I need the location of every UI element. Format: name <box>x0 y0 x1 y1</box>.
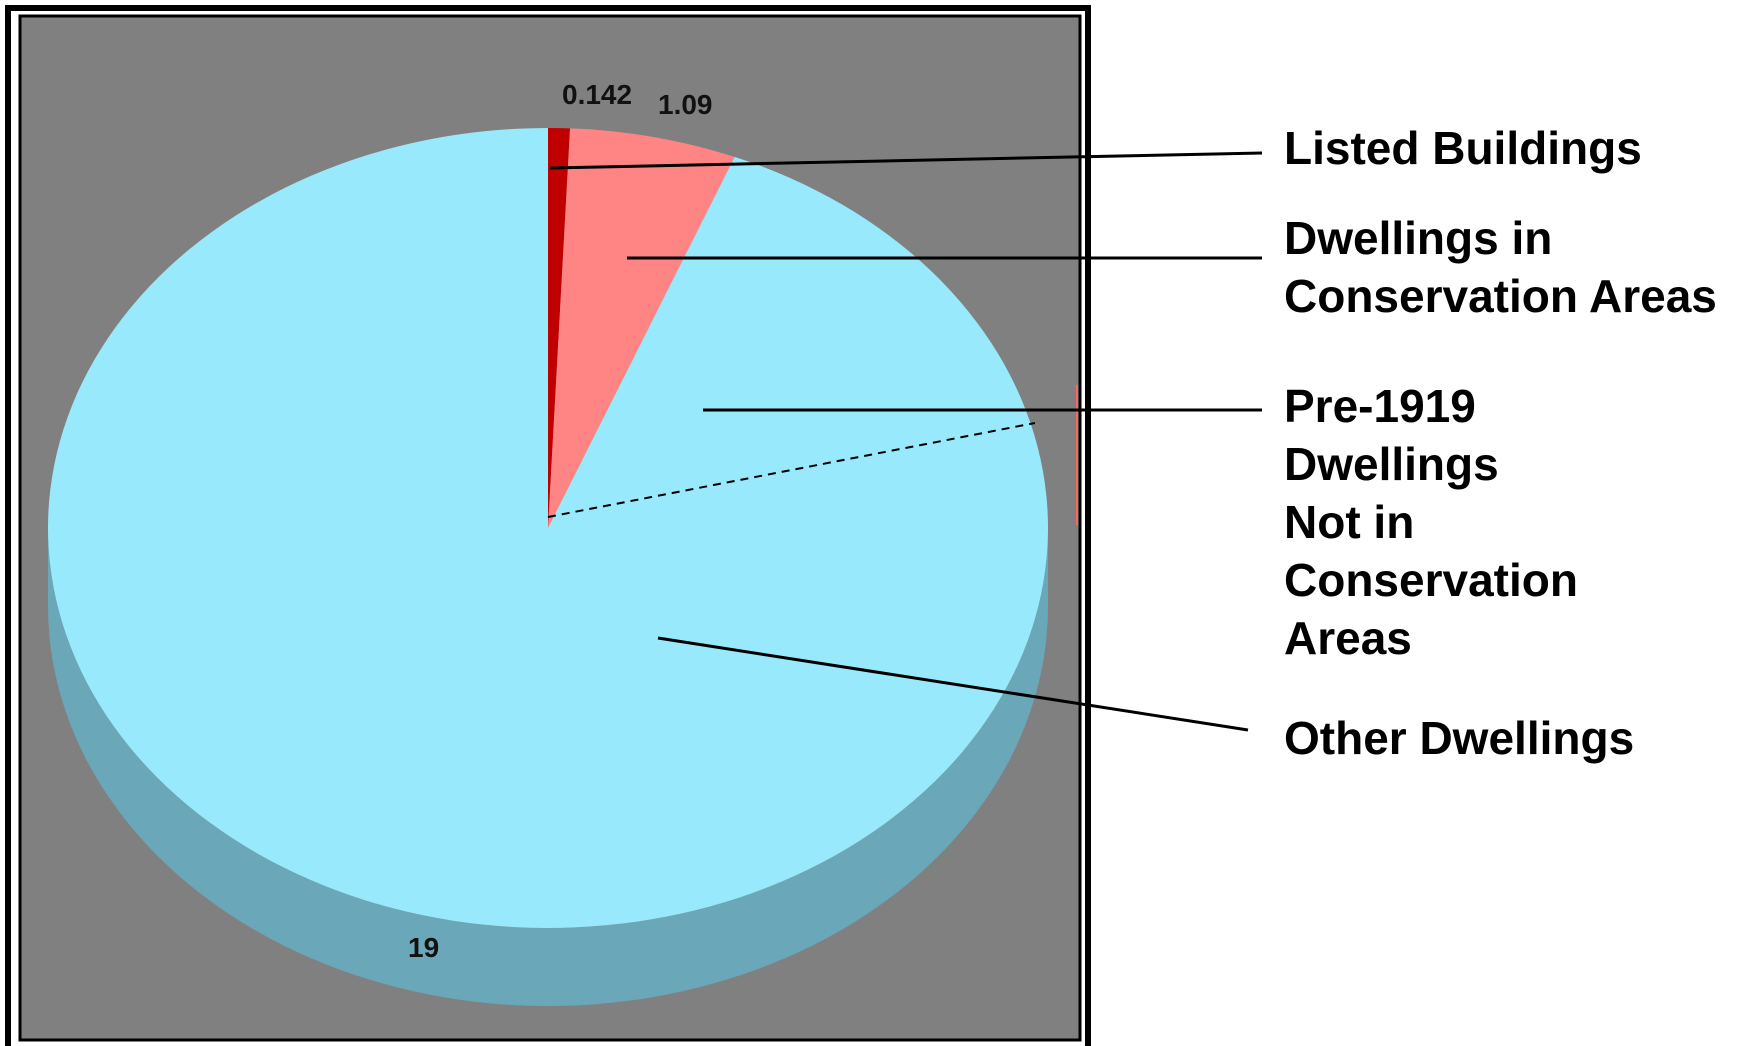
leader-line-other-dwellings <box>657 636 1249 732</box>
legend-line: Dwellings in <box>1284 212 1552 264</box>
pie-slice-dwellings-in-conservation-areas <box>548 128 735 528</box>
chart-frame-outer <box>5 5 1091 1046</box>
slice-label-other-dwellings: 19 <box>408 932 439 963</box>
legend-line: Conservation <box>1284 554 1578 606</box>
legend-other-dwellings: Other Dwellings <box>1284 712 1634 764</box>
legend-line: Other Dwellings <box>1284 712 1634 764</box>
legend-line: Not in <box>1284 496 1414 548</box>
slice-label-conservation-areas: 1.09 <box>658 89 713 120</box>
legend-line: Conservation Areas <box>1284 270 1717 322</box>
pre-1919-boundary-line <box>547 422 1036 518</box>
slice-label-listed-buildings: 0.142 <box>562 79 632 110</box>
pie-slice-listed-buildings <box>548 128 571 528</box>
legend-line: Listed Buildings <box>1284 122 1642 174</box>
legend-conservation-areas: Dwellings in Conservation Areas <box>1284 212 1717 322</box>
pie-slices <box>47 128 1048 928</box>
legend-line: Areas <box>1284 612 1412 664</box>
legend-line: Pre-1919 <box>1284 380 1476 432</box>
pie-side <box>48 528 1048 1006</box>
pie-slice-other-dwellings <box>47 128 1048 928</box>
legend-pre-1919: Pre-1919 Dwellings Not in Conservation A… <box>1284 380 1591 664</box>
legend-line: Dwellings <box>1284 438 1499 490</box>
legend-listed-buildings: Listed Buildings <box>1284 122 1642 174</box>
leader-line-listed-buildings <box>549 151 1263 170</box>
